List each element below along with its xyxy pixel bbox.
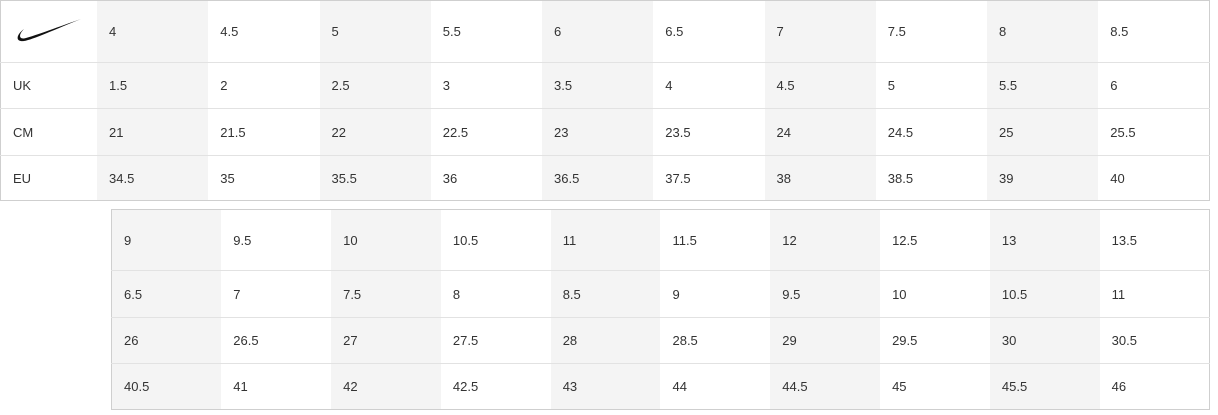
size-cell: 43 xyxy=(550,363,661,410)
size-cell: 10 xyxy=(331,209,441,271)
size-cell: 30 xyxy=(989,317,1100,364)
size-cell: 7.5 xyxy=(875,0,987,63)
size-cell: 2 xyxy=(208,62,320,109)
size-cell: 4 xyxy=(97,0,209,63)
size-cell: 12 xyxy=(770,209,881,271)
size-cell: 4 xyxy=(653,62,765,109)
size-chart-table-1: 4 4.5 5 5.5 6 6.5 7 7.5 8 8.5 UK 1.5 2 2.5 3 3.5 4 4.5 5 5.… xyxy=(0,0,1210,201)
size-cell: 27.5 xyxy=(440,317,551,364)
size-cell: 3.5 xyxy=(542,62,654,109)
row-label: UK xyxy=(0,62,97,109)
size-row: 9 9.5 10 10.5 11 11.5 12 12.5 13 13.5 xyxy=(111,209,1210,271)
size-cell: 11.5 xyxy=(660,209,771,271)
size-row: 26 26.5 27 27.5 28 28.5 29 29.5 30 30.5 xyxy=(111,317,1210,364)
size-cell: 23 xyxy=(542,108,654,156)
size-cell: 24.5 xyxy=(875,108,987,156)
size-cell: 8 xyxy=(440,270,551,318)
size-cell: 22.5 xyxy=(430,108,542,156)
size-cell: 11 xyxy=(550,209,661,271)
size-cell: 13.5 xyxy=(1099,209,1210,271)
size-cell: 1.5 xyxy=(97,62,209,109)
size-cell: 25.5 xyxy=(1098,108,1210,156)
size-cell: 2.5 xyxy=(319,62,431,109)
size-cell: 9.5 xyxy=(221,209,332,271)
size-cell: 9 xyxy=(111,209,222,271)
size-cell: 6 xyxy=(542,0,654,63)
row-label: EU xyxy=(13,170,32,186)
size-cell: 28 xyxy=(550,317,661,364)
size-cell: 3 xyxy=(430,62,542,109)
size-row: 4 4.5 5 5.5 6 6.5 7 7.5 8 8.5 xyxy=(0,0,1210,63)
size-cell: 29.5 xyxy=(880,317,990,364)
size-row: UK 1.5 2 2.5 3 3.5 4 4.5 5 5.5 6 xyxy=(0,62,1210,109)
size-cell: 8.5 xyxy=(1098,0,1210,63)
size-cell: 7 xyxy=(221,270,332,318)
size-cell: 35.5 xyxy=(319,155,431,201)
size-cell: 44 xyxy=(672,379,687,394)
size-cell: 6.5 xyxy=(111,270,222,318)
row-label: CM xyxy=(0,108,97,156)
size-cell: 6 xyxy=(1098,62,1210,109)
size-cell: 7 xyxy=(764,0,876,63)
size-cell: 25 xyxy=(987,108,1099,156)
size-cell: 6.5 xyxy=(653,0,765,63)
size-cell: 38 xyxy=(764,155,876,201)
size-cell: 21 xyxy=(97,108,209,156)
size-cell: 9 xyxy=(660,270,771,318)
size-cell: 36 xyxy=(442,170,458,186)
size-cell: 35 xyxy=(220,170,235,186)
size-cell: 34.5 xyxy=(97,155,209,201)
size-chart-table-2: 9 9.5 10 10.5 11 11.5 12 12.5 13 13.5 6.5 7 7.5 8 8.5 9… xyxy=(111,209,1210,410)
size-cell: 12.5 xyxy=(880,209,990,271)
size-row: CM 21 21.5 22 22.5 23 23.5 24 24.5 25 25.5 xyxy=(0,108,1210,156)
size-cell: 38.5 xyxy=(887,170,914,186)
size-cell: 26 xyxy=(111,317,222,364)
size-cell: 10.5 xyxy=(440,209,551,271)
size-cell: 10 xyxy=(880,270,990,318)
size-cell: 11 xyxy=(1099,270,1210,318)
size-cell: 41 xyxy=(233,379,248,394)
size-cell: 46 xyxy=(1111,379,1127,394)
size-cell: 22 xyxy=(319,108,431,156)
size-cell: 23.5 xyxy=(653,108,765,156)
nike-swoosh-logo xyxy=(0,0,97,63)
size-cell: 30.5 xyxy=(1099,317,1210,364)
size-row: 6.5 7 7.5 8 8.5 9 9.5 10 10.5 11 xyxy=(111,270,1210,318)
size-cell: 13 xyxy=(989,209,1100,271)
size-cell: 40 xyxy=(1110,170,1125,186)
size-cell: 37.5 xyxy=(665,170,691,186)
size-row: 40.5 41 42 42.5 43 44 44.5 45 45.5 46 xyxy=(111,363,1210,410)
size-cell: 39 xyxy=(987,155,1099,201)
size-cell: 9.5 xyxy=(770,270,881,318)
size-cell: 8 xyxy=(987,0,1099,63)
size-cell: 4.5 xyxy=(764,62,876,109)
size-cell: 36.5 xyxy=(542,155,654,201)
size-cell: 5.5 xyxy=(430,0,542,63)
size-cell: 4.5 xyxy=(208,0,320,63)
size-cell: 27 xyxy=(331,317,441,364)
size-cell: 45.5 xyxy=(989,363,1100,410)
size-cell: 21.5 xyxy=(208,108,320,156)
size-cell: 10.5 xyxy=(989,270,1100,318)
size-row: EU 34.5 35 35.5 36 36.5 37.5 38 38.5 39 40 xyxy=(1,155,1210,201)
size-cell: 42.5 xyxy=(452,379,479,394)
size-cell: 45 xyxy=(892,379,907,394)
size-cell: 5 xyxy=(319,0,431,63)
size-cell: 28.5 xyxy=(660,317,771,364)
size-cell: 40.5 xyxy=(111,363,222,410)
size-cell: 7.5 xyxy=(331,270,441,318)
size-cell: 24 xyxy=(764,108,876,156)
size-cell: 5.5 xyxy=(987,62,1099,109)
size-cell: 5 xyxy=(875,62,987,109)
size-cell: 29 xyxy=(770,317,881,364)
size-cell: 26.5 xyxy=(221,317,332,364)
size-cell: 8.5 xyxy=(550,270,661,318)
size-cell: 42 xyxy=(331,363,441,410)
size-cell: 44.5 xyxy=(770,363,881,410)
